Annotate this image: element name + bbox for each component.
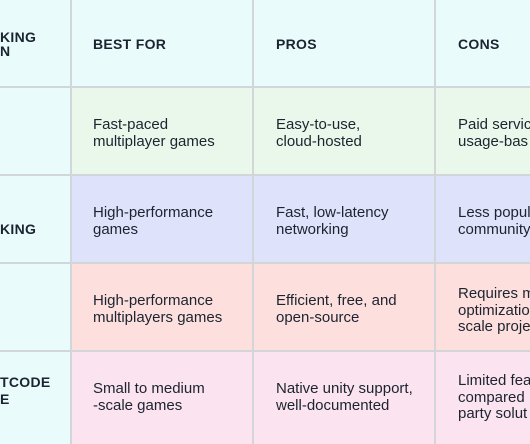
header-best-for: BEST FOR: [93, 36, 167, 52]
row-2-best-for-line-2: games: [93, 220, 139, 238]
row-1-cons-line-1: Paid servic: [458, 116, 530, 133]
row-1-solution-cell: [0, 88, 70, 174]
row-3-best-for-line-1: High-performance: [93, 292, 214, 309]
header-pros: PROS: [276, 36, 317, 52]
row-1-best-for-line-2: multiplayer games: [93, 132, 215, 150]
header-cell-best-for: BEST FOR: [72, 0, 252, 86]
header-solution-line-2: N: [0, 43, 11, 59]
row-3-pros-cell: Efficient, free, and open-source: [254, 264, 434, 350]
row-4-cons-line-1: Limited fea: [458, 372, 530, 389]
row-1-cons-cell: Paid servic usage-bas: [436, 88, 530, 174]
row-2-pros-cell: Fast, low-latency networking: [254, 176, 434, 262]
row-4-best-for-line-2: -scale games: [93, 396, 183, 414]
row-3-cons-line-1: Requires m: [458, 285, 530, 302]
row-4-cons-line-3: party solut: [458, 405, 528, 422]
row-4-pros-cell: Native unity support, well-documented: [254, 352, 434, 444]
row-4-solution-line-1: TCODE: [0, 374, 51, 390]
row-4-cons-cell: Limited fea compared party solut: [436, 352, 530, 444]
header-cell-pros: PROS: [254, 0, 434, 86]
row-3-cons-line-3: scale proje: [458, 318, 530, 335]
row-3-pros-line-2: open-source: [276, 308, 360, 326]
row-4-best-for-cell: Small to medium -scale games: [72, 352, 252, 444]
row-4-best-for-line-1: Small to medium: [93, 380, 205, 397]
row-2-solution-cell: KING: [0, 176, 70, 262]
row-2-pros-line-1: Fast, low-latency: [276, 204, 389, 221]
row-2-pros-line-2: networking: [276, 220, 349, 238]
row-3-best-for-cell: High-performance multiplayers games: [72, 264, 252, 350]
row-4-solution-cell: TCODE E: [0, 352, 70, 444]
header-cell-cons: CONS: [436, 0, 530, 86]
row-1-pros-line-1: Easy-to-use,: [276, 116, 361, 133]
row-3-pros-line-1: Efficient, free, and: [276, 292, 397, 309]
row-2-cons-cell: Less popul community: [436, 176, 530, 262]
row-4-solution-line-2: E: [0, 391, 10, 407]
row-2-best-for-line-1: High-performance: [93, 204, 214, 221]
row-1-pros-line-2: cloud-hosted: [276, 132, 362, 150]
row-2-solution-line-1: KING: [0, 221, 37, 237]
row-1-pros-cell: Easy-to-use, cloud-hosted: [254, 88, 434, 174]
header-cell-solution: KING N: [0, 0, 70, 86]
header-solution-line-1: KING: [0, 29, 37, 45]
row-3-cons-line-2: optimizatio: [458, 301, 530, 319]
row-2-cons-line-2: community: [458, 220, 530, 238]
row-4-pros-line-1: Native unity support,: [276, 380, 413, 397]
row-3-cons-cell: Requires m optimizatio scale proje: [436, 264, 530, 350]
row-1-best-for-cell: Fast-paced multiplayer games: [72, 88, 252, 174]
header-cons: CONS: [458, 36, 500, 52]
row-3-best-for-line-2: multiplayers games: [93, 308, 223, 326]
row-1-best-for-line-1: Fast-paced: [93, 116, 169, 133]
row-4-pros-line-2: well-documented: [276, 396, 390, 414]
row-1-cons-line-2: usage-bas: [458, 132, 529, 150]
row-2-best-for-cell: High-performance games: [72, 176, 252, 262]
row-4-cons-line-2: compared: [458, 388, 525, 406]
row-2-cons-line-1: Less popul: [458, 204, 530, 221]
row-3-solution-cell: [0, 264, 70, 350]
